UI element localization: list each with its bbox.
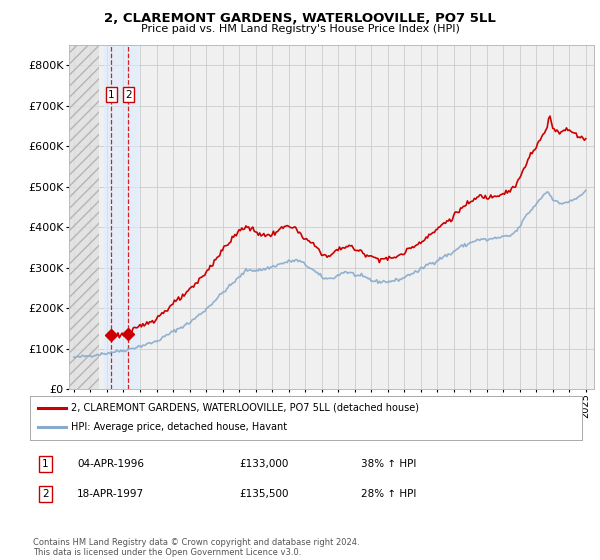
Text: Price paid vs. HM Land Registry's House Price Index (HPI): Price paid vs. HM Land Registry's House … — [140, 24, 460, 34]
Bar — [104, 45, 137, 389]
Text: 38% ↑ HPI: 38% ↑ HPI — [361, 459, 416, 469]
Text: 1: 1 — [42, 459, 49, 469]
Text: £133,000: £133,000 — [240, 459, 289, 469]
Text: 2: 2 — [125, 90, 132, 100]
Bar — [69, 45, 99, 389]
Text: £135,500: £135,500 — [240, 489, 289, 500]
Text: 2, CLAREMONT GARDENS, WATERLOOVILLE, PO7 5LL (detached house): 2, CLAREMONT GARDENS, WATERLOOVILLE, PO7… — [71, 403, 419, 413]
Text: 04-APR-1996: 04-APR-1996 — [77, 459, 144, 469]
Text: Contains HM Land Registry data © Crown copyright and database right 2024.
This d: Contains HM Land Registry data © Crown c… — [33, 538, 359, 557]
Text: 2, CLAREMONT GARDENS, WATERLOOVILLE, PO7 5LL: 2, CLAREMONT GARDENS, WATERLOOVILLE, PO7… — [104, 12, 496, 25]
Text: 28% ↑ HPI: 28% ↑ HPI — [361, 489, 416, 500]
Text: HPI: Average price, detached house, Havant: HPI: Average price, detached house, Hava… — [71, 422, 287, 432]
Text: 18-APR-1997: 18-APR-1997 — [77, 489, 144, 500]
Text: 1: 1 — [108, 90, 115, 100]
Text: 2: 2 — [42, 489, 49, 500]
